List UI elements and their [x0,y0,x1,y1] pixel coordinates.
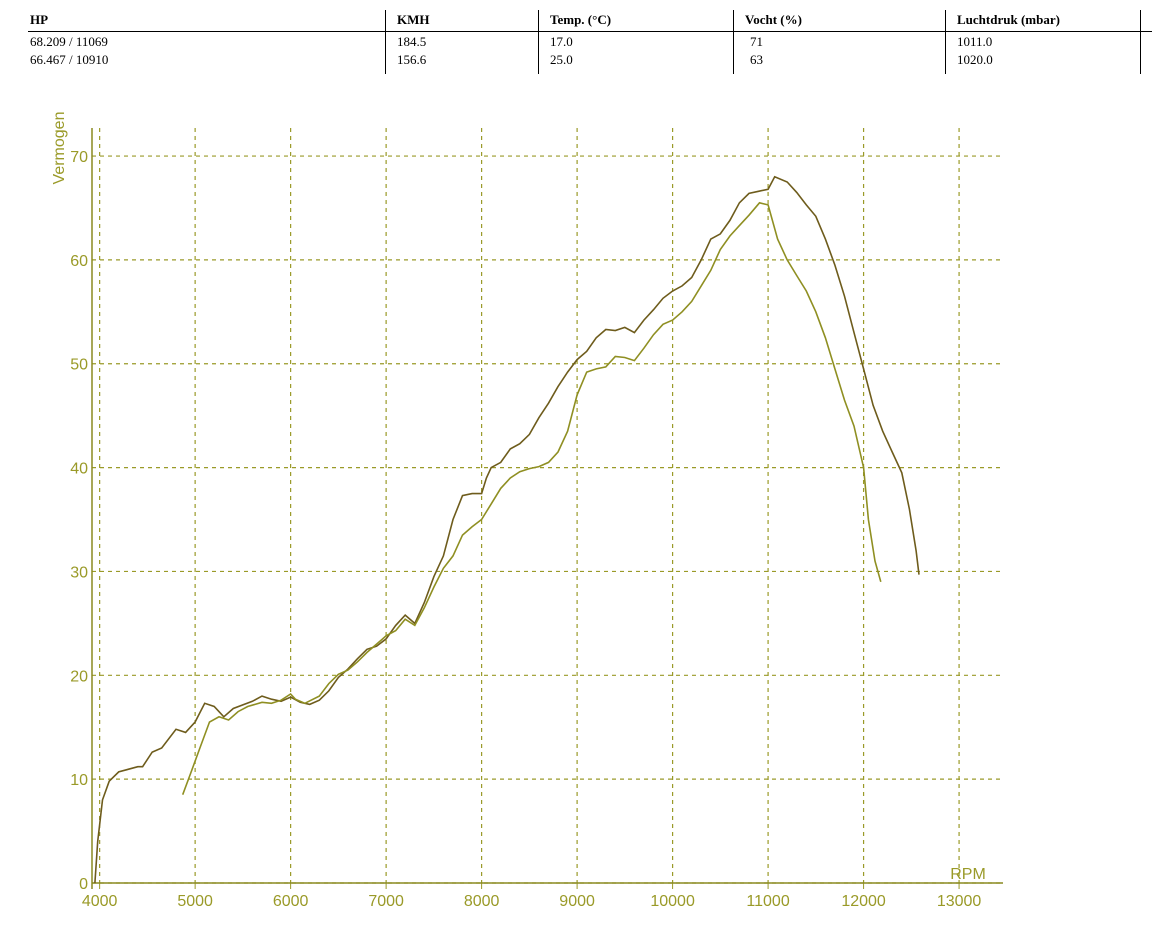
y-tick-label: 0 [79,876,88,893]
x-tick-label: 7000 [368,893,404,910]
y-tick-label: 10 [70,772,88,789]
x-tick-label: 13000 [937,893,982,910]
table-cell: 184.5 [397,34,427,49]
header-cell: Vocht (%) [745,12,802,27]
x-tick-label: 10000 [650,893,695,910]
header-rule [28,31,1152,32]
y-axis-label: Vermogen [51,112,68,185]
y-tick-label: 50 [70,357,88,374]
x-axis-label: RPM [950,866,986,883]
y-tick-label: 60 [70,253,88,270]
header-cell: Luchtdruk (mbar) [957,12,1060,27]
power-curve [181,201,882,795]
table-cell: 66.467 / 10910 [30,52,109,67]
x-tick-label: 5000 [177,893,213,910]
table-cell: 1011.0 [957,34,993,49]
x-tick-label: 9000 [559,893,595,910]
column-rule [1140,10,1141,74]
y-tick-label: 40 [70,461,88,478]
power-curve [94,175,920,884]
table-cell: 71 [750,34,763,49]
table-cell: 25.0 [550,52,573,67]
info-table: HP KMH Temp. (°C) Vocht (%) Luchtdruk (mbar)… [0,0,1174,80]
header-cell: KMH [397,12,430,27]
x-tick-label: 12000 [841,893,886,910]
header-cell: HP [30,12,49,27]
x-tick-label: 8000 [464,893,500,910]
x-tick-label: 4000 [82,893,118,910]
column-rule [385,10,386,74]
column-rule [538,10,539,74]
y-tick-label: 70 [70,149,88,166]
table-cell: 17.0 [550,34,573,49]
y-tick-label: 30 [70,564,88,581]
table-cell: 1020.0 [957,52,993,67]
table-cell: 63 [750,52,763,67]
header-cell: Temp. (°C) [550,12,612,27]
column-rule [945,10,946,74]
y-tick-label: 20 [70,668,88,685]
column-rule [733,10,734,74]
table-cell: 156.6 [397,52,427,67]
table-cell: 68.209 / 11069 [30,34,108,49]
x-tick-label: 6000 [273,893,309,910]
x-tick-label: 11000 [746,893,789,910]
